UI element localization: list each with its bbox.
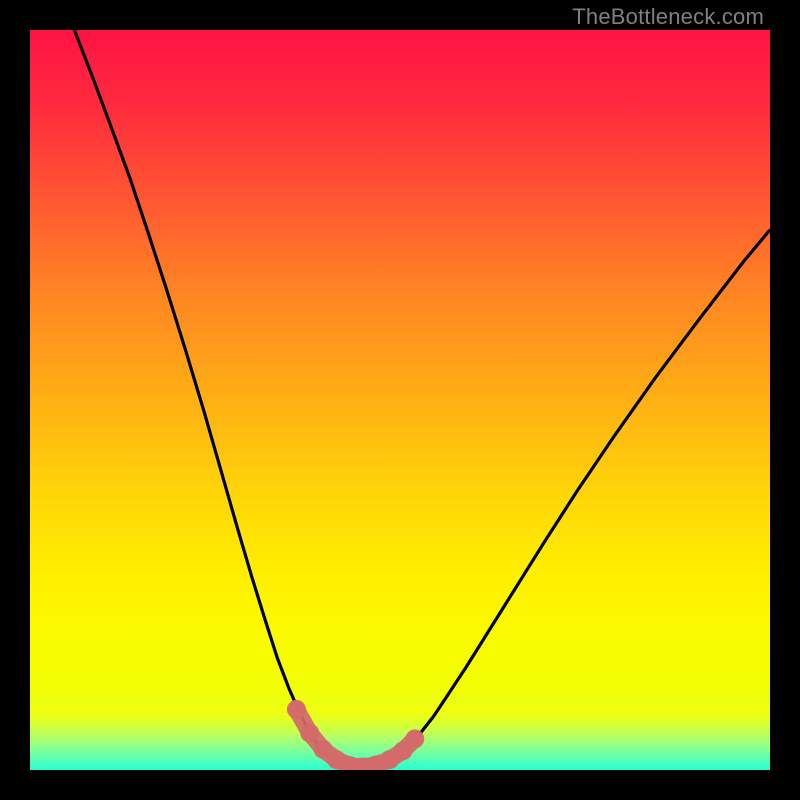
chart-stage: TheBottleneck.com [0,0,800,800]
valley-marker-dot [405,729,424,748]
bottleneck-curve [74,30,770,766]
border-right [770,0,800,800]
curve-layer [30,30,770,770]
border-bottom [0,770,800,800]
border-left [0,0,30,800]
valley-marker-dot [287,700,306,719]
valley-marker-dot [300,724,319,743]
watermark-text: TheBottleneck.com [572,4,764,30]
plot-area [30,30,770,770]
